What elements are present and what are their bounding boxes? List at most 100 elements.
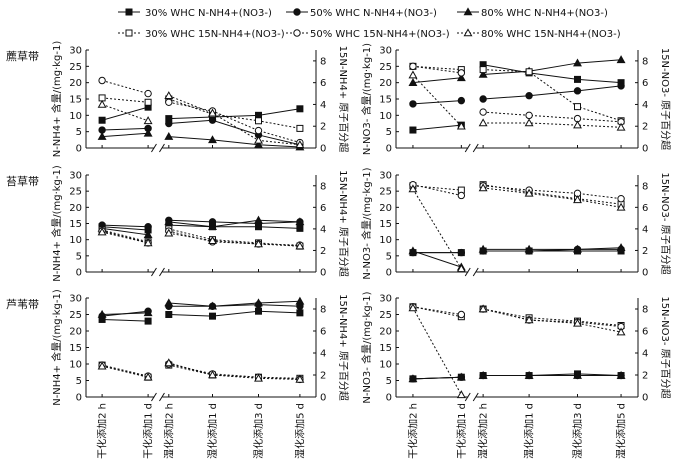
x-tick-label: 湿化添加2 h <box>162 403 175 459</box>
data-point <box>143 372 153 381</box>
y-tick-label-left: 30 <box>379 294 392 305</box>
series-line <box>168 310 300 317</box>
series-line <box>412 376 462 380</box>
y-tick-label-right: 8 <box>320 305 326 316</box>
series-line <box>102 318 149 322</box>
data-point <box>573 370 582 379</box>
y-axis-title-right: 15N-NO3- 原子百分超 <box>659 296 672 398</box>
y-tick-label-left: 15 <box>69 95 82 106</box>
data-point <box>478 118 488 127</box>
data-point <box>479 66 487 74</box>
y-tick-label-left: 15 <box>69 343 82 354</box>
series-line <box>483 69 622 122</box>
data-point <box>144 98 152 106</box>
axis-break-mark <box>159 392 165 402</box>
y-tick-label-left: 20 <box>379 327 392 338</box>
data-point <box>457 191 466 200</box>
y-tick-label-left: 20 <box>69 78 82 89</box>
data-point <box>296 105 304 113</box>
axis-break-mark <box>151 392 157 402</box>
series-line <box>412 250 462 268</box>
y-tick-label-right: 6 <box>320 203 326 214</box>
series-line <box>412 184 462 196</box>
y-tick-label-left: 20 <box>69 327 82 338</box>
series-line <box>483 59 622 75</box>
panel-苔草带-NO3: 0 5 10 15 20 25 30 0 2 4 6 8 N-NO3- 含量/(mg·kg-1) 15N-… <box>360 167 672 279</box>
y-tick-label-right: 6 <box>642 327 648 338</box>
x-tick-label: 干化添加2 h <box>406 403 419 459</box>
data-point <box>478 183 488 192</box>
series-line <box>101 103 149 122</box>
data-point <box>208 108 217 117</box>
data-point <box>408 303 418 312</box>
y-tick-label-left: 20 <box>379 203 392 214</box>
data-point <box>208 222 217 231</box>
y-tick-label-right: 2 <box>642 122 648 133</box>
legend-marker <box>125 8 133 16</box>
data-point <box>97 361 107 370</box>
data-point <box>525 92 533 100</box>
y-tick-label-right: 0 <box>642 268 648 279</box>
y-tick-label-left: 30 <box>379 171 392 182</box>
series-line <box>102 224 149 228</box>
data-point <box>143 230 153 239</box>
y-tick-label-left: 25 <box>69 310 82 321</box>
panel-藨草带-NO3: 0 5 10 15 20 25 30 0 2 4 6 8 N-NO3- 含量/(mg·kg-1) 15N-… <box>360 43 672 155</box>
data-point <box>456 390 466 399</box>
y-tick-label-left: 10 <box>69 360 82 371</box>
series-line <box>102 132 149 138</box>
data-point <box>295 140 305 149</box>
data-point <box>295 374 305 383</box>
panel-藨草带-NH4: 0 5 10 15 20 25 30 0 2 4 6 8 N-NH4+ 含量/(mg·kg-1) 15N-… <box>6 41 350 158</box>
series-line <box>483 247 622 250</box>
y-axis-title-left: N-NH4+ 含量/(mg·kg-1) <box>50 165 63 282</box>
legend-marker <box>293 29 301 37</box>
data-point <box>254 373 263 382</box>
data-point <box>524 188 534 197</box>
data-point <box>144 223 152 231</box>
series-line <box>412 77 462 84</box>
data-point <box>295 241 305 250</box>
data-point <box>524 370 534 379</box>
series-line <box>483 187 622 208</box>
series-line <box>483 248 622 252</box>
data-point <box>254 298 263 307</box>
data-point <box>295 296 305 305</box>
data-point <box>164 91 174 100</box>
x-tick-label: 湿化添加5 d <box>293 403 306 459</box>
x-tick-label: 湿化添加3 d <box>252 403 265 459</box>
axis-break-mark <box>464 267 471 277</box>
y-tick-label-left: 25 <box>69 62 82 73</box>
y-tick-label-left: 25 <box>379 187 392 198</box>
y-axis-title-left: N-NO3- 含量/(mg·kg-1) <box>360 167 373 279</box>
legend-marker <box>293 8 301 16</box>
data-point <box>164 131 174 140</box>
y-tick-label-right: 8 <box>642 305 648 316</box>
data-point <box>524 315 534 324</box>
data-point <box>164 228 174 237</box>
series-line <box>483 122 622 128</box>
series-line <box>168 119 301 146</box>
data-point <box>573 87 582 95</box>
data-point <box>255 307 262 315</box>
series-line <box>168 95 300 146</box>
series-line <box>412 124 462 131</box>
y-tick-label-left: 10 <box>69 235 82 246</box>
legend-label: 50% WHC N-NH4+(NO3-) <box>310 8 437 19</box>
y-tick-label-right: 4 <box>320 224 326 235</box>
series-line <box>412 307 462 396</box>
legend-item: 80% WHC 15N-NH4+(NO3-) <box>457 28 621 40</box>
series-line <box>412 306 462 315</box>
data-point <box>573 120 582 129</box>
axis-break-mark <box>151 143 157 153</box>
y-axis-title-left: N-NO3- 含量/(mg·kg-1) <box>360 291 373 403</box>
series-line <box>168 362 300 380</box>
axis-break-mark <box>472 392 479 402</box>
y-tick-label-left: 25 <box>69 187 82 198</box>
y-tick-label-left: 0 <box>386 268 392 279</box>
data-point <box>524 244 534 253</box>
data-point <box>524 118 534 127</box>
series-line <box>483 85 622 100</box>
data-point <box>254 140 263 149</box>
y-tick-label-right: 8 <box>642 56 648 67</box>
